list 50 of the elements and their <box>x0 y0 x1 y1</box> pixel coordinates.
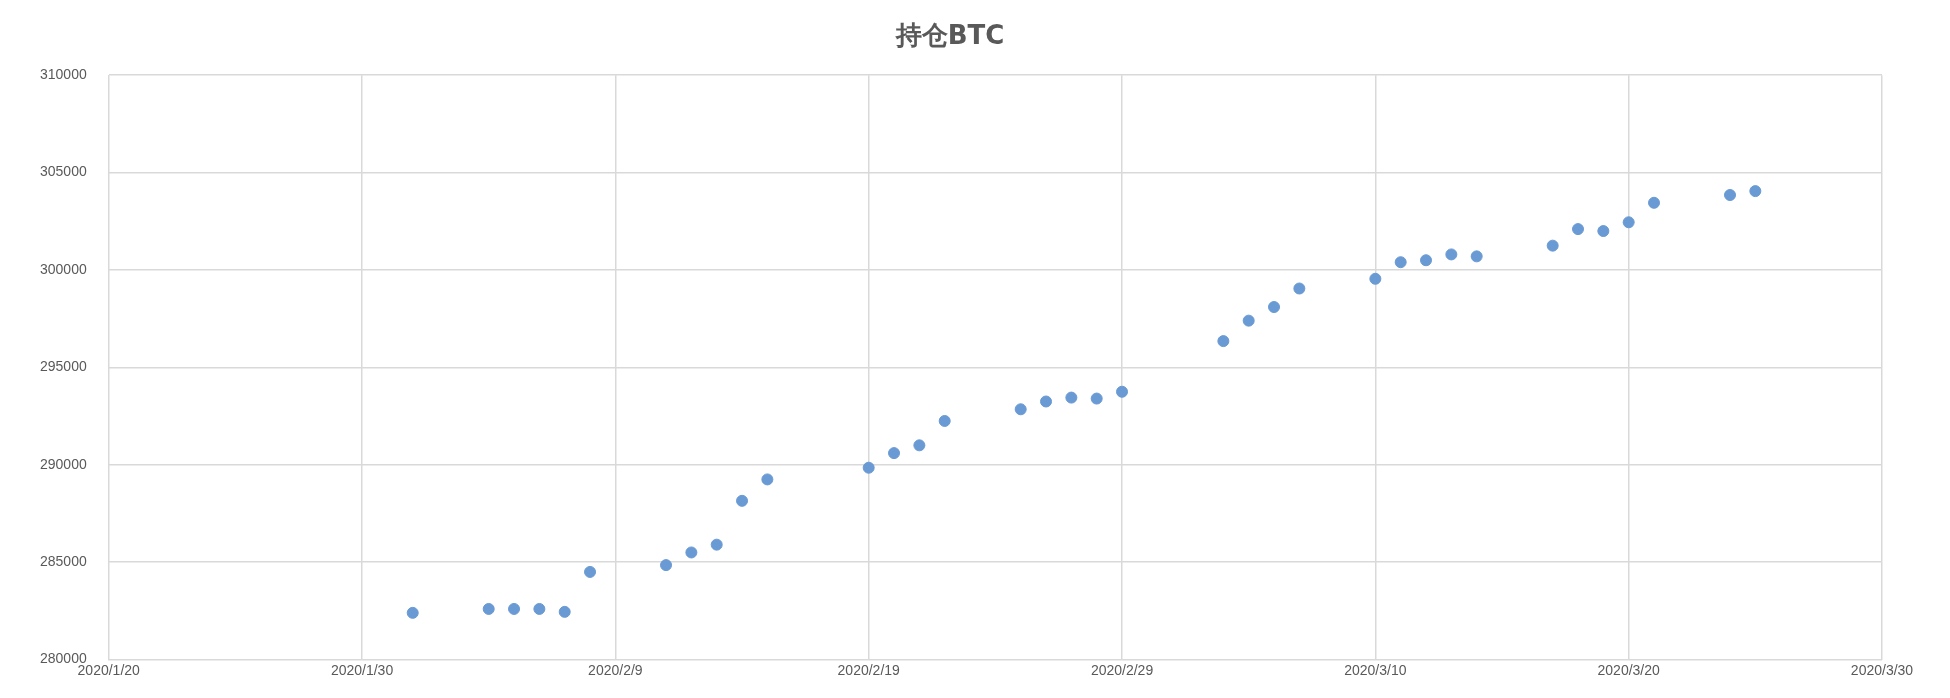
x-tick-label: 2020/3/10 <box>1344 661 1407 678</box>
point <box>508 602 521 615</box>
point <box>710 538 723 551</box>
x-tick-label: 2020/2/9 <box>588 661 643 678</box>
x-tick-label: 2020/1/30 <box>330 661 394 678</box>
x-tick-label: 2020/3/20 <box>1597 661 1661 678</box>
x-tick-label: 2020/2/29 <box>1090 661 1154 678</box>
point <box>1268 301 1281 314</box>
point <box>558 605 571 618</box>
point <box>862 461 875 474</box>
point <box>1293 282 1306 295</box>
point <box>1014 403 1027 416</box>
point <box>1622 216 1635 229</box>
y-tick-label: 310000 <box>40 66 87 83</box>
chart-title: 持仓BTC <box>894 20 1005 51</box>
point <box>1648 196 1661 209</box>
point <box>1369 272 1382 285</box>
point <box>1724 189 1736 201</box>
point <box>660 559 673 572</box>
point <box>584 565 597 578</box>
y-tick-label: 285000 <box>40 553 87 570</box>
point <box>736 494 749 507</box>
point <box>1470 250 1483 263</box>
point <box>1546 239 1559 252</box>
point <box>1572 223 1585 236</box>
y-tick-label: 305000 <box>40 163 87 180</box>
point <box>888 447 901 460</box>
point <box>1116 385 1129 398</box>
point <box>1420 254 1433 267</box>
point <box>1040 395 1053 408</box>
point <box>685 546 698 559</box>
point <box>406 606 419 619</box>
point <box>1394 256 1407 269</box>
y-tick-label: 290000 <box>40 455 87 472</box>
point <box>1242 314 1255 327</box>
point <box>1749 185 1762 198</box>
point <box>533 602 546 615</box>
y-tick-label: 295000 <box>40 358 87 375</box>
x-tick-label: 2020/2/19 <box>837 661 901 678</box>
x-tick-label: 2020/3/30 <box>1850 661 1914 678</box>
point <box>1065 391 1078 404</box>
point <box>913 439 926 452</box>
point <box>1597 225 1610 238</box>
point <box>482 602 495 615</box>
point <box>1217 335 1230 348</box>
point <box>938 414 951 427</box>
point <box>1090 392 1103 405</box>
point <box>761 473 774 486</box>
y-tick-label: 300000 <box>40 260 87 277</box>
point <box>1445 248 1458 261</box>
